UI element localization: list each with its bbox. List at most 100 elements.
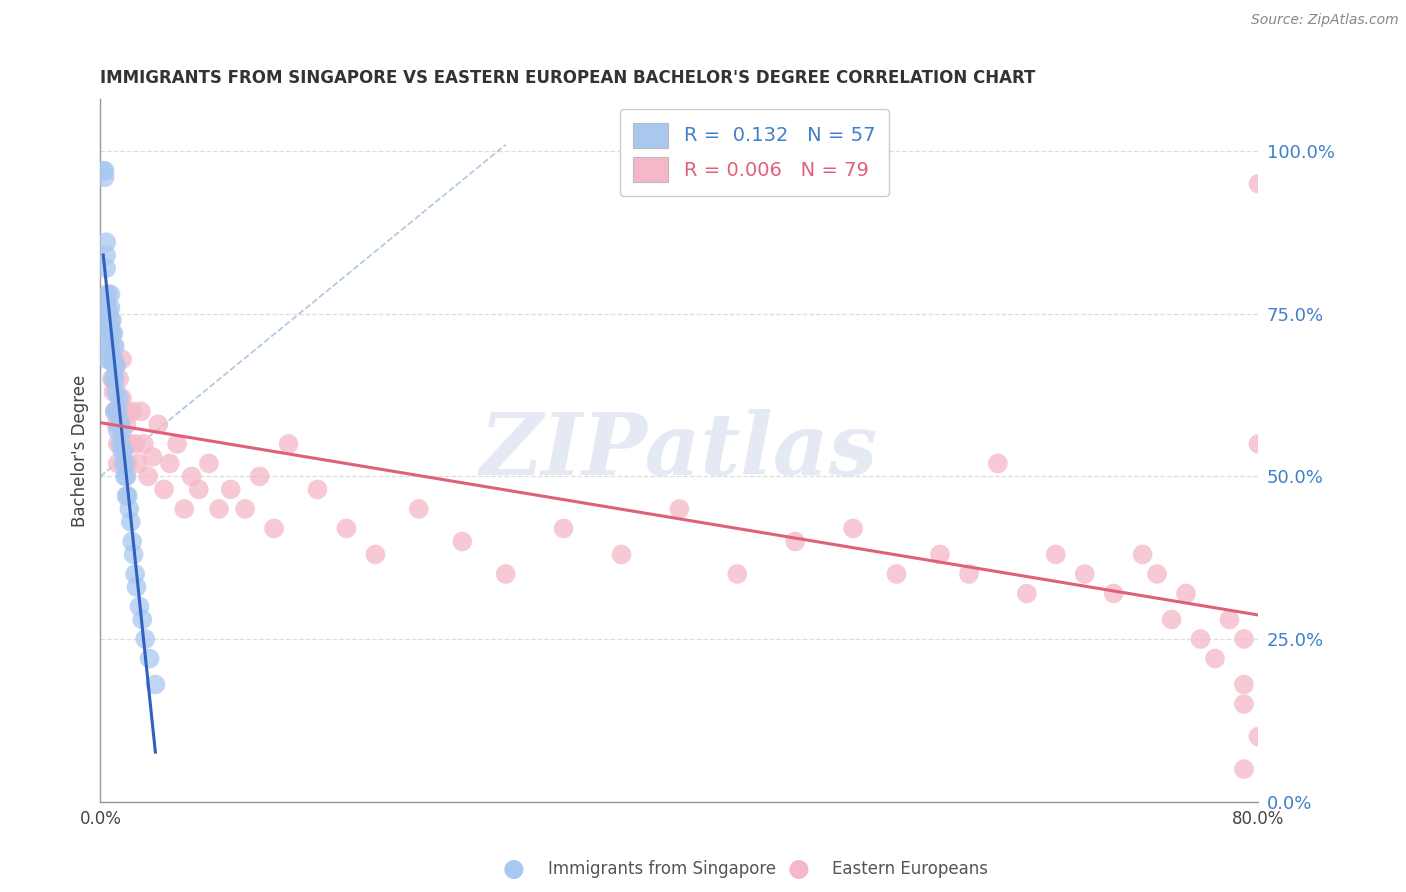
Point xyxy=(1102,586,1125,600)
Point xyxy=(105,359,128,373)
Point xyxy=(335,521,357,535)
Point xyxy=(103,326,125,341)
Point xyxy=(105,404,128,418)
Point xyxy=(101,352,124,367)
Point xyxy=(97,352,120,367)
Text: Immigrants from Singapore: Immigrants from Singapore xyxy=(548,860,776,878)
Point xyxy=(1247,437,1270,451)
Point xyxy=(108,392,131,406)
Point xyxy=(1132,548,1154,562)
Point xyxy=(120,515,142,529)
Point xyxy=(842,521,865,535)
Point xyxy=(97,313,120,327)
Point xyxy=(132,437,155,451)
Point xyxy=(103,372,125,386)
Point xyxy=(136,469,159,483)
Point xyxy=(115,469,138,483)
Point xyxy=(97,301,120,315)
Point xyxy=(97,287,120,301)
Point xyxy=(1175,586,1198,600)
Point xyxy=(219,483,242,497)
Text: ●: ● xyxy=(787,857,810,880)
Point xyxy=(107,457,129,471)
Point xyxy=(101,326,124,341)
Point xyxy=(233,502,256,516)
Point xyxy=(107,424,129,438)
Point xyxy=(408,502,430,516)
Text: Source: ZipAtlas.com: Source: ZipAtlas.com xyxy=(1251,13,1399,28)
Point xyxy=(94,261,117,276)
Point xyxy=(166,437,188,451)
Point xyxy=(131,613,153,627)
Point xyxy=(91,163,114,178)
Point xyxy=(173,502,195,516)
Point xyxy=(364,548,387,562)
Text: ●: ● xyxy=(502,857,524,880)
Point xyxy=(112,443,135,458)
Point xyxy=(98,307,121,321)
Point xyxy=(957,566,980,581)
Point xyxy=(148,417,170,432)
Point xyxy=(118,437,141,451)
Point xyxy=(98,319,121,334)
Point xyxy=(451,534,474,549)
Point xyxy=(1233,677,1256,691)
Point xyxy=(97,287,120,301)
Point xyxy=(187,483,209,497)
Point xyxy=(97,326,120,341)
Point xyxy=(104,404,127,418)
Point xyxy=(115,417,138,432)
Text: IMMIGRANTS FROM SINGAPORE VS EASTERN EUROPEAN BACHELOR'S DEGREE CORRELATION CHAR: IMMIGRANTS FROM SINGAPORE VS EASTERN EUR… xyxy=(100,69,1036,87)
Point xyxy=(1073,566,1095,581)
Point xyxy=(108,372,131,386)
Point xyxy=(105,417,128,432)
Point xyxy=(110,417,132,432)
Point xyxy=(785,534,807,549)
Point xyxy=(124,566,146,581)
Point xyxy=(103,352,125,367)
Point xyxy=(725,566,748,581)
Point xyxy=(104,352,127,367)
Point xyxy=(277,437,299,451)
Y-axis label: Bachelor's Degree: Bachelor's Degree xyxy=(72,375,89,526)
Point xyxy=(128,599,150,614)
Text: ZIPatlas: ZIPatlas xyxy=(481,409,879,492)
Point xyxy=(1247,177,1270,191)
Point xyxy=(129,404,152,418)
Point xyxy=(610,548,633,562)
Point xyxy=(122,548,145,562)
Point xyxy=(111,392,134,406)
Point xyxy=(115,489,138,503)
Point xyxy=(104,404,127,418)
Point xyxy=(118,502,141,516)
Point xyxy=(105,384,128,399)
Point xyxy=(114,469,136,483)
Point xyxy=(1233,632,1256,646)
Point xyxy=(111,424,134,438)
Point xyxy=(198,457,221,471)
Point xyxy=(111,352,134,367)
Point xyxy=(1247,730,1270,744)
Point xyxy=(121,404,143,418)
Point xyxy=(103,384,125,399)
Point xyxy=(100,313,122,327)
Point xyxy=(159,457,181,471)
Point xyxy=(98,339,121,353)
Point xyxy=(929,548,952,562)
Point xyxy=(307,483,329,497)
Point xyxy=(1160,613,1182,627)
Point xyxy=(495,566,517,581)
Point xyxy=(1204,651,1226,665)
Legend: R =  0.132   N = 57, R = 0.006   N = 79: R = 0.132 N = 57, R = 0.006 N = 79 xyxy=(620,109,889,196)
Point xyxy=(121,534,143,549)
Point xyxy=(110,437,132,451)
Point xyxy=(668,502,690,516)
Point xyxy=(1146,566,1168,581)
Point xyxy=(93,163,115,178)
Point xyxy=(263,521,285,535)
Point xyxy=(94,301,117,315)
Point xyxy=(143,677,166,691)
Point xyxy=(249,469,271,483)
Point xyxy=(1189,632,1212,646)
Point xyxy=(987,457,1010,471)
